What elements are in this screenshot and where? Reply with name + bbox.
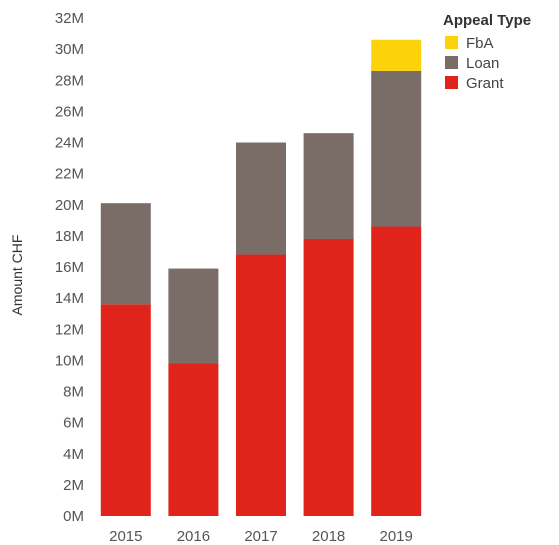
y-tick-label: 4M — [63, 446, 84, 463]
legend: Appeal Type FbA Loan Grant — [443, 12, 531, 92]
x-tick-label: 2015 — [109, 528, 142, 545]
y-tick-label: 8M — [63, 384, 84, 401]
y-tick-label: 22M — [55, 166, 84, 183]
bar-segment-loan-2018 — [303, 133, 354, 239]
x-tick-label: 2019 — [380, 528, 413, 545]
bar-segment-fba-2019 — [371, 39, 422, 71]
legend-swatch-fba — [445, 36, 458, 49]
bars-group — [100, 39, 422, 517]
bar-segment-loan-2015 — [100, 203, 151, 305]
y-tick-label: 12M — [55, 321, 84, 338]
y-tick-label: 14M — [55, 290, 84, 307]
x-tick-label: 2018 — [312, 528, 345, 545]
bar-segment-grant-2019 — [371, 226, 422, 516]
legend-label-grant: Grant — [466, 75, 504, 92]
x-axis-ticks: 2015 2016 2017 2018 2019 — [109, 528, 413, 545]
y-axis-ticks: 0M 2M 4M 6M 8M 10M 12M 14M 16M 18M 20M 22M 24M 26M 28M… — [55, 10, 84, 525]
legend-swatch-grant — [445, 76, 458, 89]
bar-segment-grant-2018 — [303, 238, 354, 517]
y-tick-label: 10M — [55, 352, 84, 369]
legend-label-loan: Loan — [466, 55, 499, 72]
bar-segment-grant-2016 — [168, 363, 219, 516]
y-tick-label: 26M — [55, 103, 84, 120]
y-tick-label: 16M — [55, 259, 84, 276]
y-tick-label: 32M — [55, 10, 84, 27]
x-tick-label: 2017 — [244, 528, 277, 545]
legend-swatch-loan — [445, 56, 458, 69]
y-tick-label: 30M — [55, 41, 84, 58]
y-tick-label: 6M — [63, 415, 84, 432]
y-tick-label: 2M — [63, 477, 84, 494]
bar-segment-loan-2019 — [371, 70, 422, 227]
legend-title: Appeal Type — [443, 12, 531, 29]
bar-segment-grant-2017 — [236, 254, 286, 517]
y-tick-label: 20M — [55, 197, 84, 214]
y-tick-label: 24M — [55, 135, 84, 152]
x-tick-label: 2016 — [177, 528, 210, 545]
bar-segment-loan-2016 — [168, 268, 219, 364]
bar-segment-grant-2015 — [100, 304, 151, 516]
legend-label-fba: FbA — [466, 35, 494, 52]
bar-segment-loan-2017 — [236, 142, 286, 255]
y-axis-title: Amount CHF — [9, 235, 25, 316]
y-tick-label: 28M — [55, 72, 84, 89]
y-tick-label: 18M — [55, 228, 84, 245]
y-tick-label: 0M — [63, 508, 84, 525]
